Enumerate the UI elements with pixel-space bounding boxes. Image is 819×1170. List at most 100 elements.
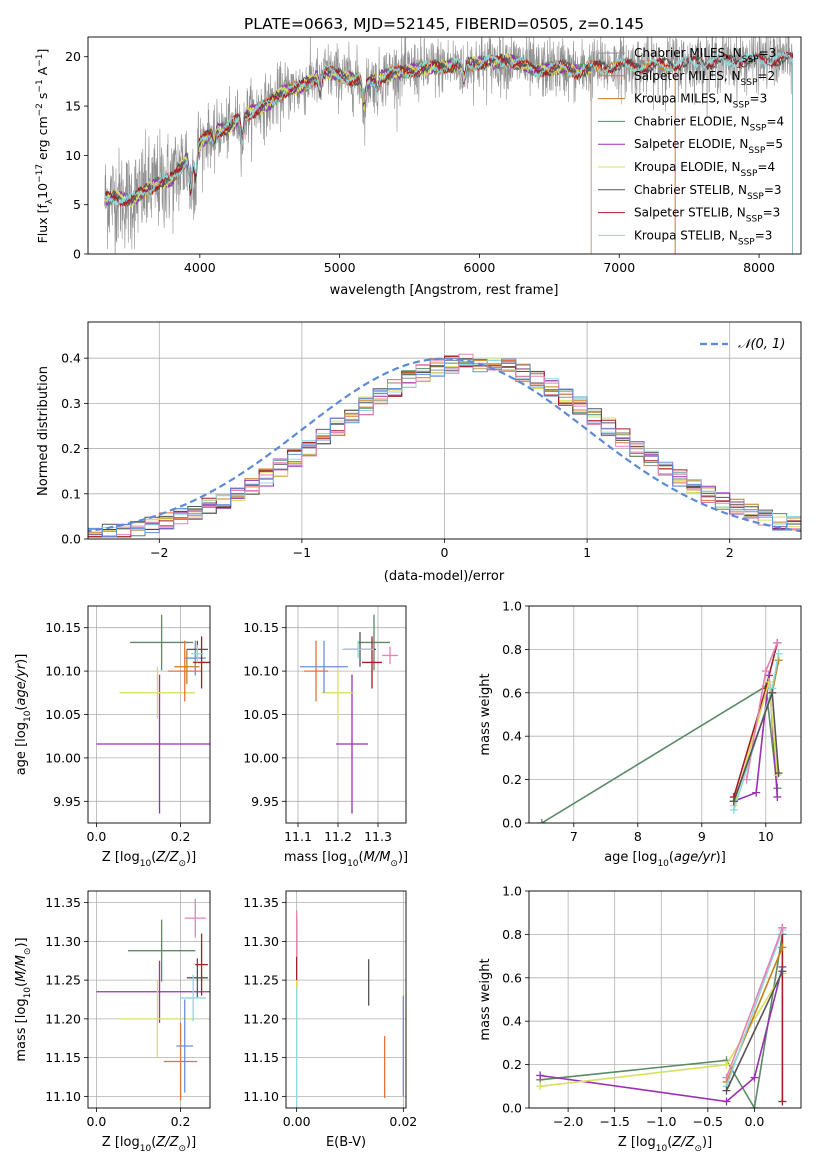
y-tick-label: 0.6 (502, 685, 522, 700)
y-tick-label: 11.30 (45, 934, 81, 949)
y-axis-label: mass weight (478, 673, 493, 755)
y-tick-label: 0 (73, 247, 81, 262)
y-axis-label: age [log10(age/yr)] (14, 654, 33, 776)
y-tick-label: 9.95 (251, 794, 279, 809)
x-tick-label: 0.0 (86, 1114, 106, 1129)
age-vs-Z-frame (87, 605, 211, 824)
mass-vs-ebv-plot-area (296, 910, 404, 1108)
y-tick-label: 10.10 (45, 664, 81, 679)
spectrum-model-salpeter_elodie (104, 53, 592, 254)
residuals-plot-area (88, 353, 801, 538)
x-tick-label: 7000 (603, 260, 635, 275)
spectrum-model-kroupa_elodie (104, 52, 592, 254)
y-tick-label: 0.3 (61, 396, 81, 411)
legend-label-5: Kroupa ELODIE, NSSP=4 (634, 160, 775, 179)
y-tick-label: 11.10 (45, 1089, 81, 1104)
spectrum-model-salpeter_stelib (104, 51, 793, 254)
x-tick-label: 9 (698, 829, 706, 844)
y-tick-label: 20 (65, 49, 81, 64)
x-tick-label: 4000 (184, 260, 216, 275)
legend-label-8: Kroupa STELIB, NSSP=3 (634, 228, 772, 247)
y-tick-label: 10.00 (243, 750, 279, 765)
y-tick-label: 11.25 (243, 973, 279, 988)
y-axis-label: Normed distribution (36, 366, 51, 496)
y-axis-label: Flux [fλ10−17 erg cm−2 s−1 A−1] (35, 49, 55, 244)
weight-line-salpeter_stelib (733, 642, 779, 798)
y-tick-label: 0.8 (502, 642, 522, 657)
x-tick-label: 6000 (464, 260, 496, 275)
y-tick-label: 10.05 (45, 707, 81, 722)
spectrum-frame (87, 36, 802, 255)
residuals-axes: −2 −1 0 1 2 0.0 0.1 0.2 0.3 0.4 (61, 322, 801, 560)
weight-vs-age-frame (528, 605, 802, 824)
y-tick-label: 0.8 (502, 927, 522, 942)
y-tick-label: 10.15 (243, 620, 279, 635)
age-vs-mass-axes: 11.1 11.2 11.3 9.95 10.00 10.05 10.10 10.15 (243, 606, 406, 844)
chart-title: PLATE=0663, MJD=52145, FIBERID=0505, z=0… (244, 15, 644, 33)
legend-label-1: Salpeter MILES, NSSP=2 (634, 69, 775, 88)
y-tick-label: 0.6 (502, 970, 522, 985)
legend-label-2: Kroupa MILES, NSSP=3 (634, 92, 767, 111)
mass-vs-Z-plot-area (96, 898, 210, 1101)
age-vs-Z-axes: 0.0 0.2 9.95 10.00 10.05 10.10 10.15 (45, 606, 210, 844)
weight-line-pink (725, 927, 784, 1078)
y-axis-label: mass [log10(M/M⊙)] (14, 937, 33, 1061)
y-tick-label: 0.2 (61, 441, 81, 456)
x-tick-label: −1.5 (600, 1114, 630, 1129)
weight-line-chabrier_stelib (725, 970, 784, 1091)
spectrum-model-salpeter_miles (135, 55, 676, 254)
y-tick-label: 11.15 (45, 1050, 81, 1065)
x-axis-label: age [log10(age/yr)] (604, 850, 726, 869)
weight-vs-Z-frame (528, 890, 802, 1109)
y-tick-label: 10.15 (45, 620, 81, 635)
x-tick-label: 0.00 (283, 1114, 311, 1129)
y-tick-label: 1.0 (502, 599, 522, 614)
mass-vs-Z-axes: 0.0 0.2 11.10 11.15 11.20 11.25 11.30 11.35 (45, 891, 210, 1129)
y-tick-label: 10 (65, 148, 81, 163)
y-tick-label: 10.10 (243, 664, 279, 679)
y-tick-label: 15 (65, 99, 81, 114)
y-tick-label: 0.2 (502, 772, 522, 787)
age-vs-mass-frame (285, 605, 407, 824)
y-tick-label: 0.4 (502, 1014, 522, 1029)
x-axis-label: E(B-V) (326, 1135, 366, 1150)
legend-label-0: Chabrier MILES, NSSP=3 (634, 46, 776, 65)
x-tick-label: 0.02 (389, 1114, 417, 1129)
x-axis-label: Z [log10(Z/Z⊙)] (102, 1135, 196, 1154)
x-axis-label: wavelength [Angstrom, rest frame] (330, 283, 559, 298)
x-tick-label: −2.0 (553, 1114, 583, 1129)
y-tick-label: 11.15 (243, 1050, 279, 1065)
legend-label-7: Salpeter STELIB, NSSP=3 (634, 206, 780, 225)
y-tick-label: 11.35 (243, 895, 279, 910)
spectrum-legend (598, 52, 625, 236)
y-tick-label: 0.0 (502, 816, 522, 831)
spectrum-model-kroupa_stelib (104, 51, 793, 254)
y-tick-label: 11.20 (45, 1011, 81, 1026)
x-tick-label: 0.0 (86, 829, 106, 844)
x-tick-label: 7 (570, 829, 578, 844)
legend-label: 𝒩(0, 1) (738, 337, 785, 352)
spectrum-model-kroupa_miles (135, 53, 676, 254)
spectrum-axes: 4000 5000 6000 7000 8000 0 5 10 15 20 (65, 49, 775, 275)
legend-label-4: Salpeter ELODIE, NSSP=5 (634, 137, 783, 156)
residuals-frame (87, 321, 802, 540)
y-tick-label: 5 (73, 197, 81, 212)
weight-line-kroupa_stelib (725, 929, 784, 1087)
x-tick-label: 0.0 (744, 1114, 764, 1129)
legend-label-3: Chabrier ELODIE, NSSP=4 (634, 114, 784, 133)
x-tick-label: 11.2 (324, 829, 352, 844)
x-axis-label: Z [log10(Z/Z⊙)] (102, 850, 196, 869)
weight-vs-age-plot-area (537, 638, 783, 823)
x-tick-label: 0.2 (171, 1114, 191, 1129)
x-tick-label: −2 (150, 545, 168, 560)
y-tick-label: 11.10 (243, 1089, 279, 1104)
x-tick-label: 1 (583, 545, 591, 560)
x-tick-label: −0.5 (693, 1114, 723, 1129)
x-axis-label: (data-model)/error (384, 569, 505, 584)
age-vs-Z-plot-area (96, 614, 210, 814)
weight-vs-Z-plot-area (536, 923, 787, 1108)
y-tick-label: 9.95 (53, 794, 81, 809)
legend-label-6: Chabrier STELIB, NSSP=3 (634, 183, 782, 202)
y-tick-label: 1.0 (502, 884, 522, 899)
